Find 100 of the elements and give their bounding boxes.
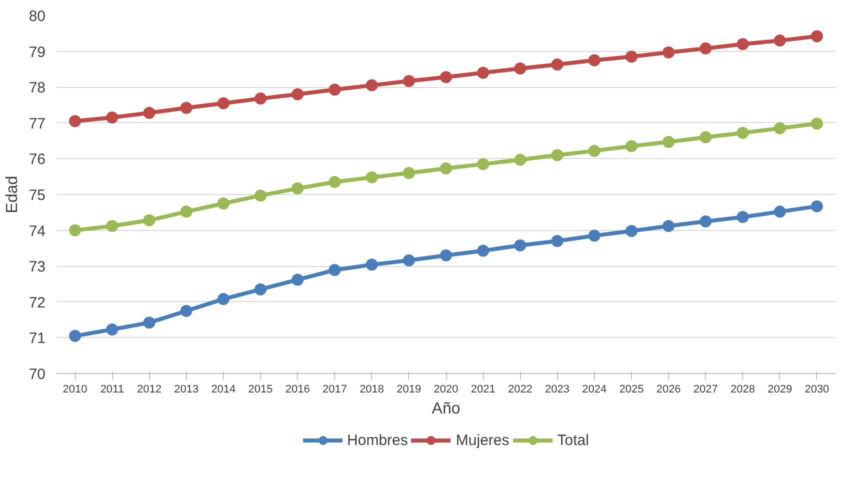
point xyxy=(551,58,564,71)
y-tick-label: 75 xyxy=(28,187,46,204)
y-tick-label: 78 xyxy=(28,80,46,97)
legend-label: Total xyxy=(557,432,589,448)
x-tick-label: 2017 xyxy=(322,384,347,396)
point xyxy=(810,118,823,130)
point xyxy=(69,115,82,128)
point xyxy=(180,304,192,317)
x-tick-label: 2016 xyxy=(285,384,310,396)
x-tick-label: 2014 xyxy=(211,384,236,396)
point xyxy=(774,206,786,218)
x-tick-label: 2010 xyxy=(62,384,88,396)
x-tick-label: 2024 xyxy=(582,384,607,396)
point xyxy=(292,274,304,286)
point xyxy=(180,206,192,218)
point xyxy=(292,88,304,100)
point xyxy=(143,106,156,119)
point xyxy=(625,50,638,63)
point xyxy=(588,230,600,242)
point xyxy=(514,62,526,74)
point xyxy=(774,122,786,134)
point xyxy=(588,144,600,157)
point xyxy=(662,136,675,148)
point xyxy=(514,239,526,252)
x-tick-label: 2013 xyxy=(174,384,199,396)
point xyxy=(254,92,267,105)
point xyxy=(477,244,490,257)
point xyxy=(402,254,415,266)
y-tick-label: 70 xyxy=(28,366,46,383)
point xyxy=(700,42,712,54)
point xyxy=(588,54,600,66)
y-tick-label: 72 xyxy=(28,294,46,312)
point xyxy=(477,66,490,79)
point xyxy=(625,225,638,238)
point xyxy=(106,112,118,124)
point xyxy=(736,211,749,224)
x-tick-label: 2020 xyxy=(434,384,458,396)
y-tick-label: 76 xyxy=(28,151,46,168)
x-tick-label: 2015 xyxy=(248,384,273,396)
legend-label: Hombres xyxy=(347,432,408,448)
point xyxy=(625,140,638,152)
point xyxy=(662,220,675,232)
x-tick-label: 2029 xyxy=(768,384,792,396)
y-tick-label: 80 xyxy=(28,8,46,25)
point xyxy=(328,264,341,276)
point xyxy=(662,46,675,58)
point xyxy=(440,162,452,174)
y-tick-label: 71 xyxy=(28,330,46,348)
x-axis-title: Año xyxy=(432,400,460,418)
x-tick-label: 2028 xyxy=(730,384,756,396)
point xyxy=(217,293,230,306)
point xyxy=(551,149,564,162)
point xyxy=(254,283,267,296)
point xyxy=(106,220,118,232)
point xyxy=(292,182,304,194)
point xyxy=(477,158,490,170)
x-tick-label: 2022 xyxy=(508,384,532,396)
point xyxy=(551,235,564,248)
x-tick-label: 2011 xyxy=(100,384,124,396)
point xyxy=(514,154,526,166)
point xyxy=(774,34,786,47)
y-axis-title: Edad xyxy=(4,176,21,214)
x-tick-label: 2019 xyxy=(396,384,422,396)
point xyxy=(700,215,712,228)
point xyxy=(254,190,267,202)
point xyxy=(328,84,341,96)
point xyxy=(180,102,192,114)
point xyxy=(736,38,749,50)
y-tick-label: 74 xyxy=(28,222,46,240)
y-tick-label: 79 xyxy=(28,44,46,61)
legend-label: Mujeres xyxy=(456,432,510,448)
point xyxy=(217,97,230,110)
point xyxy=(810,30,823,42)
x-tick-label: 2030 xyxy=(804,384,830,396)
x-tick-label: 2026 xyxy=(656,384,681,396)
point xyxy=(700,131,712,144)
x-tick-label: 2021 xyxy=(470,384,496,396)
x-tick-label: 2023 xyxy=(545,384,570,396)
point xyxy=(366,79,378,92)
point xyxy=(402,167,415,180)
point xyxy=(440,71,452,84)
point xyxy=(440,249,452,262)
point xyxy=(217,197,230,210)
point xyxy=(106,323,118,336)
y-tick-label: 77 xyxy=(28,115,46,132)
point xyxy=(69,330,82,342)
x-tick-label: 2025 xyxy=(619,384,644,396)
x-tick-label: 2018 xyxy=(360,384,384,396)
point xyxy=(143,316,156,329)
point xyxy=(402,75,415,88)
point xyxy=(366,171,378,184)
point xyxy=(736,126,749,139)
x-tick-label: 2012 xyxy=(137,384,162,396)
point xyxy=(143,214,156,226)
x-tick-label: 2027 xyxy=(693,384,718,396)
point xyxy=(810,200,823,212)
point xyxy=(366,258,378,271)
point xyxy=(69,224,82,236)
y-tick-label: 73 xyxy=(28,258,46,276)
point xyxy=(328,176,341,188)
